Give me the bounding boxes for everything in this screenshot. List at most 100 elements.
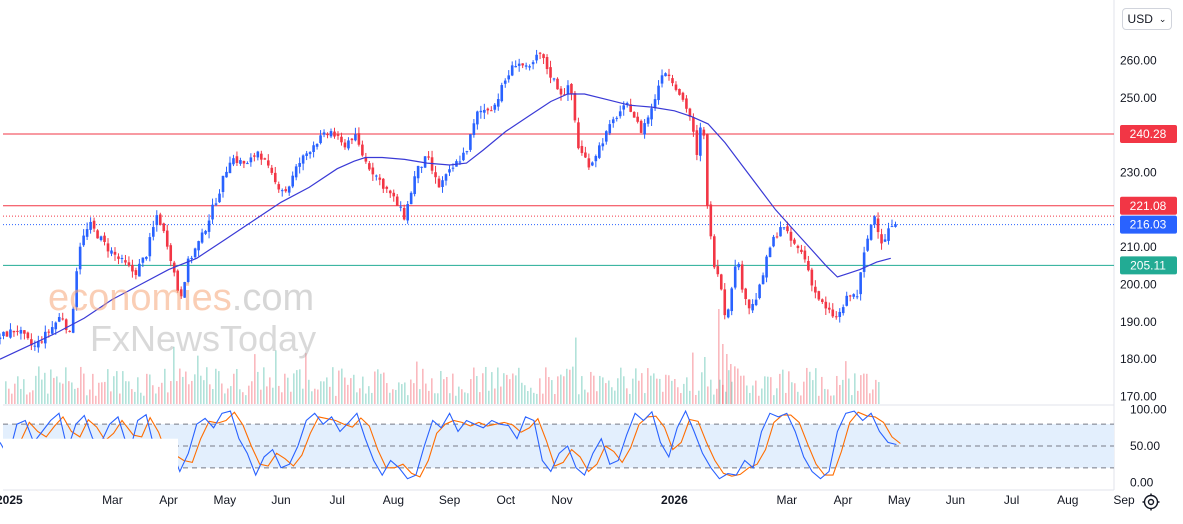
volume-bar [164, 368, 166, 404]
candle-body [277, 184, 281, 190]
volume-bar [794, 383, 796, 404]
volume-bar [149, 374, 151, 404]
volume-bar [377, 369, 379, 404]
volume-bar [674, 379, 676, 404]
candle-body [444, 174, 448, 181]
volume-bar [506, 374, 508, 404]
x-tick-label: Apr [834, 493, 853, 507]
candle-body [103, 235, 106, 242]
candle-body [99, 236, 103, 241]
candle-body [719, 274, 723, 290]
candle-body [420, 166, 423, 168]
candle-body [235, 156, 239, 163]
candle-body [162, 223, 166, 232]
x-tick-label: Jul [330, 493, 345, 507]
volume-bar [620, 367, 622, 404]
candle-body [169, 245, 173, 261]
volume-bar [845, 361, 847, 404]
candle-body [82, 235, 85, 246]
volume-bar [347, 384, 349, 404]
candle-body [19, 329, 23, 334]
candle-body [740, 264, 744, 290]
volume-bar [617, 378, 619, 404]
volume-bar [776, 388, 778, 404]
candle-body [294, 166, 298, 178]
volume-bar [548, 377, 550, 404]
volume-bar [863, 373, 865, 404]
volume-bar [476, 376, 478, 404]
volume-bar [191, 380, 193, 404]
currency-selector[interactable]: USD ⌄ [1122, 8, 1172, 30]
candle-body [326, 134, 329, 136]
volume-bar [14, 383, 16, 404]
volume-bar [431, 378, 433, 404]
volume-bar [206, 367, 208, 404]
candle-body [695, 130, 699, 155]
candle-body [890, 226, 894, 228]
candle-body [284, 189, 288, 192]
volume-bar [293, 373, 295, 404]
volume-bar [707, 386, 709, 404]
y-tick-label: 230.00 [1120, 165, 1157, 179]
candle-body [465, 151, 469, 153]
volume-bar [722, 384, 724, 404]
candle-body [12, 330, 16, 333]
volume-bar [56, 376, 58, 404]
volume-bar [584, 389, 586, 404]
volume-bar [401, 384, 403, 404]
volume-bar [734, 366, 736, 404]
candle-body [709, 204, 713, 237]
volume-bar [854, 373, 856, 404]
candle-body [866, 238, 869, 251]
volume-bar [821, 376, 823, 404]
volume-bar [200, 375, 202, 404]
candle-body [545, 57, 549, 70]
watermark-economies-text: economies [48, 277, 232, 319]
volume-bar [119, 393, 121, 404]
volume-bar [686, 377, 688, 404]
candle-body [183, 282, 186, 298]
candle-body [845, 295, 849, 306]
candle-body [591, 162, 594, 166]
candle-body [876, 218, 880, 233]
volume-bar [791, 382, 793, 404]
candle-body [827, 307, 831, 310]
settings-gear-icon[interactable] [1141, 492, 1161, 512]
volume-bar [572, 366, 574, 404]
candle-body [852, 294, 855, 297]
candle-body [716, 266, 720, 275]
volume-bar [464, 392, 466, 404]
candle-body [747, 299, 751, 309]
candle-body [134, 270, 138, 276]
volume-bar [866, 373, 868, 404]
candle-body [207, 220, 211, 232]
volume-bar [722, 344, 724, 404]
candle-body [793, 239, 796, 244]
candle-body [340, 136, 343, 143]
y-tick-label: 180.00 [1120, 352, 1157, 366]
volume-bar [278, 385, 280, 404]
candle-body [375, 175, 378, 177]
volume-bar [452, 373, 454, 404]
x-tick-label: Oct [496, 493, 515, 507]
resistance-upper-label: 240.28 [1130, 127, 1167, 141]
volume-bar [389, 392, 391, 404]
candle-body [573, 92, 577, 121]
watermark-fxnewstoday: FxNewsToday [90, 318, 317, 359]
volume-bar [518, 367, 520, 404]
x-tick-label: May [888, 493, 911, 507]
candle-body [416, 165, 420, 179]
volume-bar [440, 370, 442, 404]
volume-bar [479, 392, 481, 404]
candle-body [298, 163, 301, 167]
candle-body [632, 112, 636, 118]
candle-body [503, 80, 507, 84]
volume-bar [53, 377, 55, 404]
volume-bar [797, 391, 799, 404]
volume-bar [695, 394, 697, 404]
volume-bar [434, 393, 436, 404]
candle-body [817, 291, 821, 300]
candle-body [807, 261, 810, 271]
